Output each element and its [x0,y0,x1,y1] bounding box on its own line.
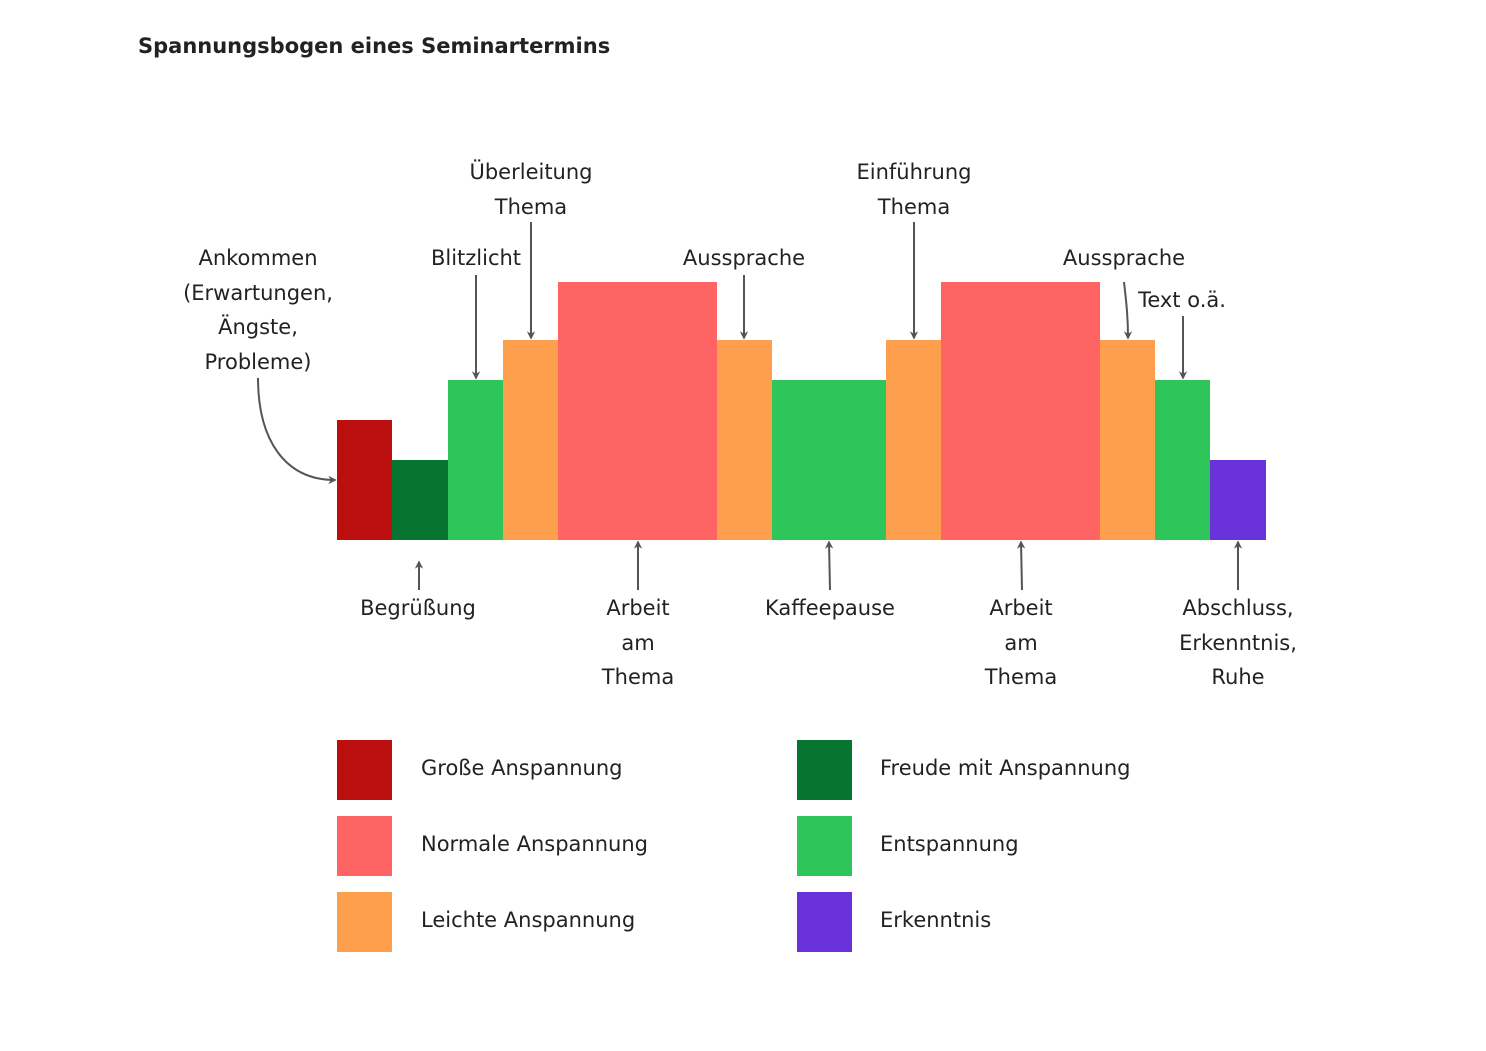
label-line: am [621,630,655,655]
legend-label: Freude mit Anspannung [880,756,1131,780]
label-line: Arbeit [606,596,670,620]
annotation-bottom-label: Begrüßung [360,591,476,626]
legend-swatch-leichte [337,892,392,952]
label-line: Thema [601,665,675,689]
label-line: am [1004,630,1038,655]
annotation-bottom-label: Arbeit am Thema [985,591,1057,695]
label-line: Kaffeepause [765,596,895,620]
label-line: Probleme) [204,349,312,374]
label-line: Ruhe [1211,665,1265,689]
bar-freude [392,460,448,540]
label-line: Text o.ä. [1138,288,1226,312]
annotation-top-label: Text o.ä. [1138,283,1226,318]
label-line: Ängste, [218,315,298,339]
label-line: Einführung [856,160,972,184]
arrow-icon [1123,281,1133,340]
diagram-title: Spannungsbogen eines Seminartermins [138,34,611,58]
label-line: Aussprache [1062,246,1186,270]
bar-normale [558,282,717,540]
bar-erkenntnis [1210,460,1266,540]
label-line: Erkenntnis, [1179,630,1297,655]
label-line: Aussprache [682,246,806,270]
legend-label: Entspannung [880,832,1019,856]
label-line: (Erwartungen, [183,280,333,305]
legend-label: Leichte Anspannung [421,908,636,932]
legend-swatch-normale [337,816,392,876]
legend-label: Normale Anspannung [421,832,648,856]
label-line: Begrüßung [360,596,476,620]
annotation-bottom-label: Kaffeepause [765,591,895,626]
legend-label: Erkenntnis [880,908,992,932]
annotation-top-label: Aussprache [1063,241,1185,276]
legend-swatch-grosse [337,740,392,800]
arrow-icon [1016,540,1026,591]
legend-swatch-erkenntnis [797,892,852,952]
label-line: Thema [984,665,1058,689]
label-line: Abschluss, [1182,596,1294,620]
annotation-top-label: Blitzlicht [431,241,521,276]
label-line: Blitzlicht [430,246,522,270]
label-line: Arbeit [989,596,1053,620]
annotation-top-label: Überleitung Thema [469,155,592,224]
label-line: Überleitung [469,160,593,184]
legend-swatch-entspannung [797,816,852,876]
arrow-icon [257,377,337,485]
annotation-bottom-label: Abschluss, Erkenntnis, Ruhe [1179,591,1297,695]
label-line: Thema [877,194,951,219]
bar-leichte [886,340,941,540]
bar-entspannung [448,380,503,540]
annotation-top-label: Aussprache [683,241,805,276]
annotation-bottom-label: Arbeit am Thema [602,591,674,695]
legend-label: Große Anspannung [421,756,623,780]
bar-leichte [503,340,558,540]
bar-leichte [717,340,772,540]
legend-swatch-freude [797,740,852,800]
label-line: Ankommen [198,246,318,270]
bar-normale [941,282,1100,540]
annotation-top-label: Ankommen (Erwartungen, Ängste, Probleme) [183,241,333,379]
bar-grosse [337,420,392,540]
annotation-top-label: Einführung Thema [856,155,971,224]
label-line: Thema [494,194,568,219]
bar-entspannung [772,380,886,540]
arrow-icon [824,540,834,591]
bar-entspannung [1155,380,1210,540]
bar-leichte [1100,340,1155,540]
